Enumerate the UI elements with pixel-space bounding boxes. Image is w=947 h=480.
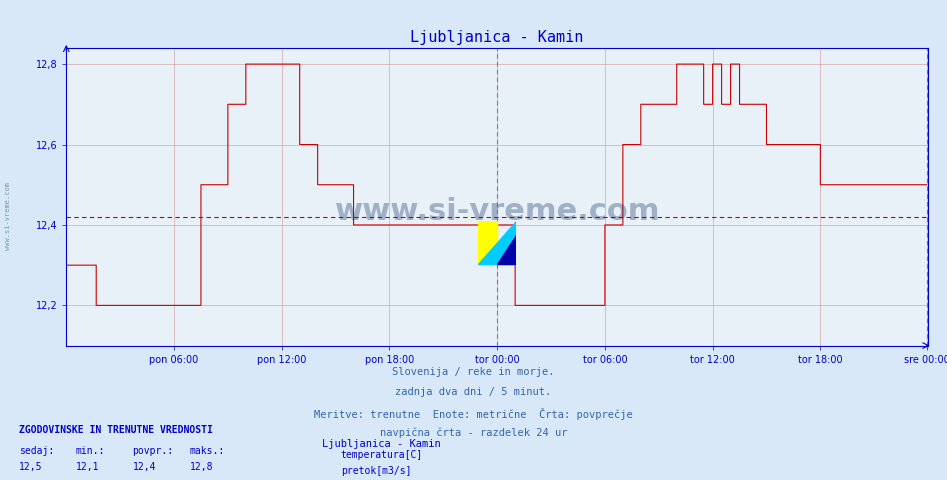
Text: navpična črta - razdelek 24 ur: navpična črta - razdelek 24 ur — [380, 428, 567, 438]
Text: -nan: -nan — [189, 478, 213, 480]
Text: povpr.:: povpr.: — [133, 446, 173, 456]
Bar — [478, 221, 497, 264]
Text: 12,4: 12,4 — [133, 462, 156, 472]
Text: Ljubljanica - Kamin: Ljubljanica - Kamin — [322, 439, 440, 449]
Text: 12,1: 12,1 — [76, 462, 99, 472]
Text: www.si-vreme.com: www.si-vreme.com — [5, 182, 10, 250]
Text: -nan: -nan — [19, 478, 43, 480]
Title: Ljubljanica - Kamin: Ljubljanica - Kamin — [410, 30, 584, 46]
Text: pretok[m3/s]: pretok[m3/s] — [341, 466, 411, 476]
Text: maks.:: maks.: — [189, 446, 224, 456]
Text: 12,8: 12,8 — [189, 462, 213, 472]
Text: -nan: -nan — [76, 478, 99, 480]
Text: Slovenija / reke in morje.: Slovenija / reke in morje. — [392, 367, 555, 377]
Text: temperatura[C]: temperatura[C] — [341, 450, 423, 460]
Text: www.si-vreme.com: www.si-vreme.com — [334, 197, 660, 226]
Text: ZGODOVINSKE IN TRENUTNE VREDNOSTI: ZGODOVINSKE IN TRENUTNE VREDNOSTI — [19, 425, 213, 435]
Text: 12,5: 12,5 — [19, 462, 43, 472]
Text: -nan: -nan — [133, 478, 156, 480]
Polygon shape — [497, 235, 516, 264]
Text: Meritve: trenutne  Enote: metrične  Črta: povprečje: Meritve: trenutne Enote: metrične Črta: … — [314, 408, 633, 420]
Text: zadnja dva dni / 5 minut.: zadnja dva dni / 5 minut. — [396, 387, 551, 397]
Text: sedaj:: sedaj: — [19, 446, 54, 456]
Polygon shape — [478, 221, 516, 264]
Text: min.:: min.: — [76, 446, 105, 456]
